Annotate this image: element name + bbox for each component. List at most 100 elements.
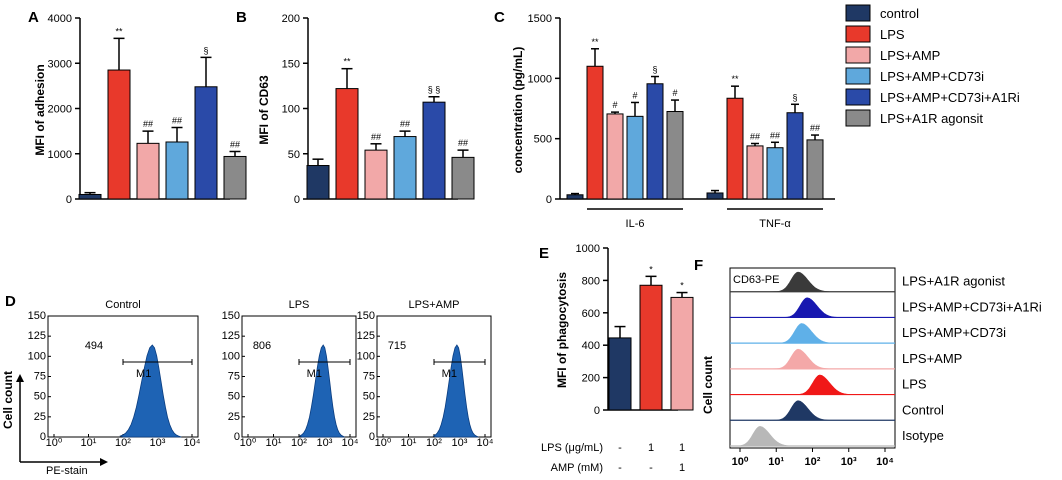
- panel-d-x-tick-label: 10⁴: [477, 437, 494, 449]
- panel-d-x-tick-label: 10⁰: [240, 437, 257, 449]
- panel-a-y-tick-label: 1000: [48, 149, 72, 161]
- panel-e-treatment-value: 1: [679, 462, 685, 474]
- panel-d-title: LPS+AMP: [408, 299, 459, 311]
- panel-f-frame: [729, 267, 896, 449]
- panel-d-y-tick-label: 25: [228, 411, 240, 423]
- panel-d-mfi-value: 806: [253, 340, 271, 352]
- panel-b-y-tick-label: 200: [282, 13, 300, 25]
- panel-a-significance: ##: [172, 116, 182, 126]
- panel-f-histogram: [791, 374, 852, 395]
- panel-c-ylabel: concentration (pg/mL): [511, 47, 525, 174]
- legend-swatch: [845, 25, 871, 43]
- panel-f-row-label: LPS+AMP+CD73i+A1Ri: [902, 299, 1042, 314]
- panel-a-significance: §: [203, 45, 208, 55]
- panel-a-ylabel: MFI of adhesion: [33, 64, 47, 155]
- panel-d-x-tick-label: 10⁰: [375, 437, 392, 449]
- legend-label: LPS+AMP: [880, 48, 940, 63]
- panel-b-significance: § §: [428, 85, 441, 95]
- panel-a-bar: [107, 69, 131, 200]
- panel-d-x-tick-label: 10³: [452, 437, 468, 449]
- panel-f-x-tick-label: 10³: [841, 456, 857, 468]
- panel-d-x-tick-label: 10³: [150, 437, 166, 449]
- panel-e-y-tick-label: 600: [582, 308, 600, 320]
- panel-c-tnf-bar: [706, 192, 724, 200]
- panel-d-histogram: [432, 344, 479, 438]
- legend-label: LPS+A1R agonsit: [880, 111, 983, 126]
- panel-d-y-tick-label: 150: [28, 310, 46, 322]
- panel-c-il6-significance: #: [672, 88, 677, 98]
- panel-f-histogram: [769, 400, 830, 421]
- panel-d-y-tick-label: 125: [222, 330, 240, 342]
- panel-a-bar: [136, 142, 160, 200]
- panel-d-y-tick-label: 100: [28, 350, 46, 362]
- panel-c-tnf-bar: [786, 112, 804, 200]
- panel-d-gate-label: M1: [442, 368, 457, 380]
- panel-c-y-tick-label: 500: [534, 134, 552, 146]
- panel-d-mfi-value: 494: [85, 340, 103, 352]
- panel-f-row-label: LPS: [902, 377, 927, 392]
- panel-c-il6-bar: [626, 115, 644, 200]
- panel-f-row-label: Isotype: [902, 428, 944, 443]
- legend-label: LPS+AMP+CD73i+A1Ri: [880, 90, 1020, 105]
- panel-c-y-tick-label: 1000: [528, 73, 552, 85]
- panel-d-y-tick-label: 75: [34, 371, 46, 383]
- panel-a-significance: **: [115, 26, 123, 36]
- panel-b-significance: ##: [458, 138, 468, 148]
- panel-c-il6-bar: [586, 65, 604, 200]
- panel-b-ylabel: MFI of CD63: [257, 75, 271, 145]
- panel-d-frame: [376, 315, 492, 438]
- legend-label: control: [880, 6, 919, 21]
- panel-f-histogram: [773, 323, 834, 344]
- panel-c-il6-bar: [566, 194, 584, 200]
- panel-e-y-tick-label: 200: [582, 373, 600, 385]
- panel-d-gate-label: M1: [136, 368, 151, 380]
- panel-d-y-tick-label: 125: [28, 330, 46, 342]
- panel-d-x-tick-label: 10²: [426, 437, 442, 449]
- panel-d-y-tick-label: 50: [228, 391, 240, 403]
- panel-e-significance: *: [649, 264, 653, 274]
- panel-c-il6-bar: [666, 111, 684, 200]
- panel-b-bar: [335, 88, 359, 200]
- panel-label-e: E: [539, 245, 549, 262]
- panel-a-y-tick-label: 4000: [48, 13, 72, 25]
- panel-e-treatment-label: LPS (μg/mL): [541, 442, 603, 454]
- panel-d-y-tick-label: 0: [369, 431, 375, 443]
- panel-d-xlabel: PE-stain: [46, 465, 88, 477]
- panel-c-tnf-bar: [806, 139, 824, 200]
- panel-d-title: Control: [105, 299, 140, 311]
- panel-f-histogram: [769, 348, 830, 370]
- panel-e-treatment-label: AMP (mM): [551, 462, 603, 474]
- panel-d-histogram: [298, 344, 345, 438]
- panel-c-y-tick-label: 1500: [528, 13, 552, 25]
- panel-d-mfi-value: 715: [388, 340, 406, 352]
- panel-b-y-tick-label: 150: [282, 58, 300, 70]
- panel-a-significance: ##: [230, 139, 240, 149]
- panel-d-frame: [241, 315, 357, 438]
- panel-a-significance: ##: [143, 119, 153, 129]
- panel-label-a: A: [28, 9, 39, 26]
- panel-label-c: C: [494, 9, 505, 26]
- panel-d-y-tick-label: 0: [40, 431, 46, 443]
- panel-a-y-tick-label: 0: [66, 194, 72, 206]
- panel-d-x-tick-label: 10⁴: [342, 437, 359, 449]
- legend-swatch: [845, 4, 871, 22]
- panel-d-x-tick-label: 10¹: [401, 437, 417, 449]
- panel-d-y-tick-label: 125: [357, 330, 375, 342]
- panel-d-y-tick-label: 0: [234, 431, 240, 443]
- panel-e-bar: [639, 284, 663, 411]
- panel-b-significance: **: [343, 57, 351, 67]
- panel-e-bar: [608, 337, 632, 411]
- panel-b-y-tick-label: 0: [294, 194, 300, 206]
- panel-d-y-tick-label: 100: [222, 350, 240, 362]
- panel-c-tnf-significance: **: [731, 74, 739, 84]
- panel-label-f: F: [694, 257, 703, 274]
- panel-d-ylabel: Cell count: [1, 371, 15, 429]
- panel-d-arrow-head: [100, 458, 108, 466]
- panel-f-row-label: LPS+AMP: [902, 351, 962, 366]
- panel-c-y-tick-label: 0: [546, 194, 552, 206]
- panel-d-y-tick-label: 75: [228, 371, 240, 383]
- panel-b-significance: ##: [400, 119, 410, 129]
- panel-a-y-tick-label: 2000: [48, 104, 72, 116]
- panel-a-y-tick-label: 3000: [48, 58, 72, 70]
